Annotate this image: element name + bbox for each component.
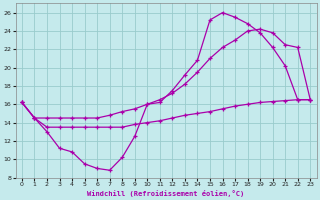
- X-axis label: Windchill (Refroidissement éolien,°C): Windchill (Refroidissement éolien,°C): [87, 190, 245, 197]
